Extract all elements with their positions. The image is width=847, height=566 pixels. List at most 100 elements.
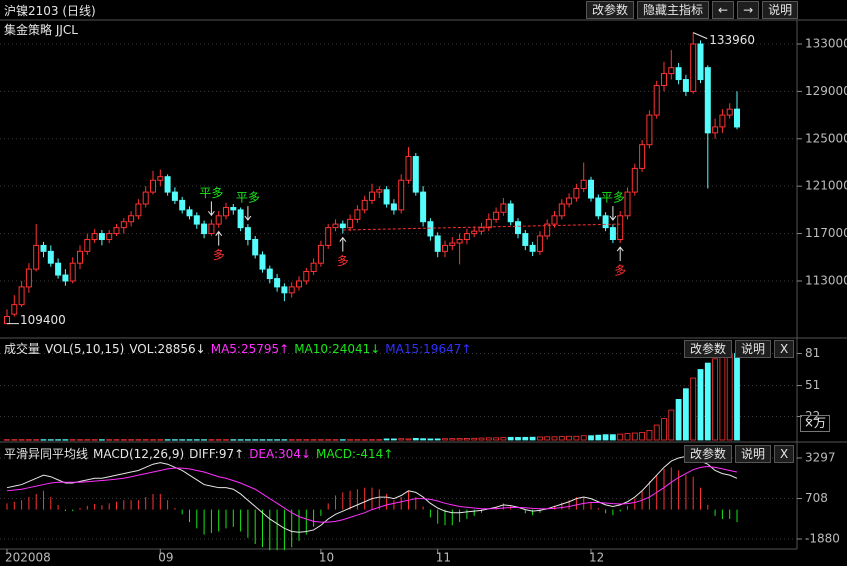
button[interactable]: 说明 [735,340,772,358]
readout: DIFF:97↑ [189,447,245,461]
candle-body [668,67,675,75]
volume-bar [493,437,500,441]
volume-bar [515,437,521,441]
volume-bar [33,439,40,441]
candle-body [646,114,653,146]
volume-bar [18,439,25,441]
candle-body [281,286,288,294]
candle-body [529,244,536,252]
y-tick-label: 121000 [805,179,847,193]
volume-bar [179,439,186,441]
button[interactable]: 说明 [762,1,799,19]
macd-buttons: 改参数 说明 X [684,445,795,463]
volume-bar [544,436,551,441]
volume-bar [624,433,631,441]
candle-body [33,244,40,270]
volume-bar [588,435,594,441]
volume-bar [573,435,580,441]
y-tick-label: -1880 [805,532,840,546]
button[interactable]: ← [712,1,735,19]
volume-bar [25,439,32,441]
volume-bar [639,432,645,441]
y-tick-label: 51 [805,378,820,392]
candle-body [376,189,383,193]
x-tick-label: 11 [436,551,451,565]
button[interactable]: 隐藏主指标 [637,1,710,19]
volume-bar [580,435,587,441]
candle-body [383,189,390,205]
volume-header: 成交量 VOL(5,10,15) VOL:28856↓ MA5:25795↑ MA10:… [4,340,476,357]
signal-label: 平多 [236,191,260,205]
x-tick-label: 09 [158,551,173,565]
candle-body [128,215,135,223]
button[interactable]: 改参数 [586,1,635,19]
macd-header: 平滑异同平均线 MACD(12,26,9) DIFF:97↑ DEA:304↓ MACD… [4,445,398,462]
window-title: 沪镍2103 (日线) [4,4,96,18]
candle-body [493,211,500,220]
volume-bar [558,436,565,441]
volume-bar [55,439,61,441]
signal-label: 多 [213,248,225,262]
button[interactable]: 改参数 [684,445,733,463]
candle-body [120,221,127,229]
candle-body [661,73,667,86]
button[interactable]: X [774,340,795,358]
volume-bar [507,436,514,441]
y-tick-label: 3297 [805,450,836,464]
candle-body [390,203,397,211]
candle-body [266,268,273,280]
candle-body [47,250,54,264]
x-tick-label: 10 [319,551,334,565]
candle-body [609,227,616,240]
candle-body [288,286,295,294]
candle-body [712,126,719,134]
volume-bar [712,358,718,441]
candle-body [551,215,558,225]
volume-bar [683,388,689,441]
candle-body [237,209,244,229]
volume-bar [274,439,281,441]
volume-bar [376,439,383,441]
candle-body [201,223,208,235]
volume-bar [128,439,135,441]
volume-bar [369,439,375,441]
unit-label: ×万 [800,415,831,432]
candle-body [223,207,229,217]
volume-bar [617,433,624,441]
x-tick-label: 12 [589,551,604,565]
candle-body [515,221,521,235]
candle-body [734,108,740,128]
candle-body [40,244,47,252]
volume-bar [252,439,259,441]
volume-bar [310,439,317,441]
volume-bar [11,439,18,441]
panel-params: MACD(12,26,9) [93,447,185,461]
volume-bar [551,436,558,441]
candle-body [361,199,368,211]
volume-bar [91,439,98,441]
volume-bar [106,439,113,441]
candle-body [106,233,113,240]
volume-bar [361,439,368,441]
candle-body [566,197,573,205]
volume-bar [201,439,208,441]
volume-bar [135,439,142,441]
candle-body [617,215,624,240]
button[interactable]: → [737,1,760,19]
y-tick-label: 125000 [805,131,847,145]
candle-body [449,242,456,246]
button[interactable]: X [774,445,795,463]
candle-body [580,179,587,190]
volume-bar [602,434,609,441]
volume-bar [522,436,529,441]
button[interactable]: 改参数 [684,340,733,358]
candle-body [544,223,551,237]
button[interactable]: 说明 [735,445,772,463]
volume-bar [653,424,660,441]
candle-body [84,238,91,252]
candle-body [157,176,164,181]
y-tick-label: 81 [805,346,820,360]
volume-bar [215,439,222,441]
